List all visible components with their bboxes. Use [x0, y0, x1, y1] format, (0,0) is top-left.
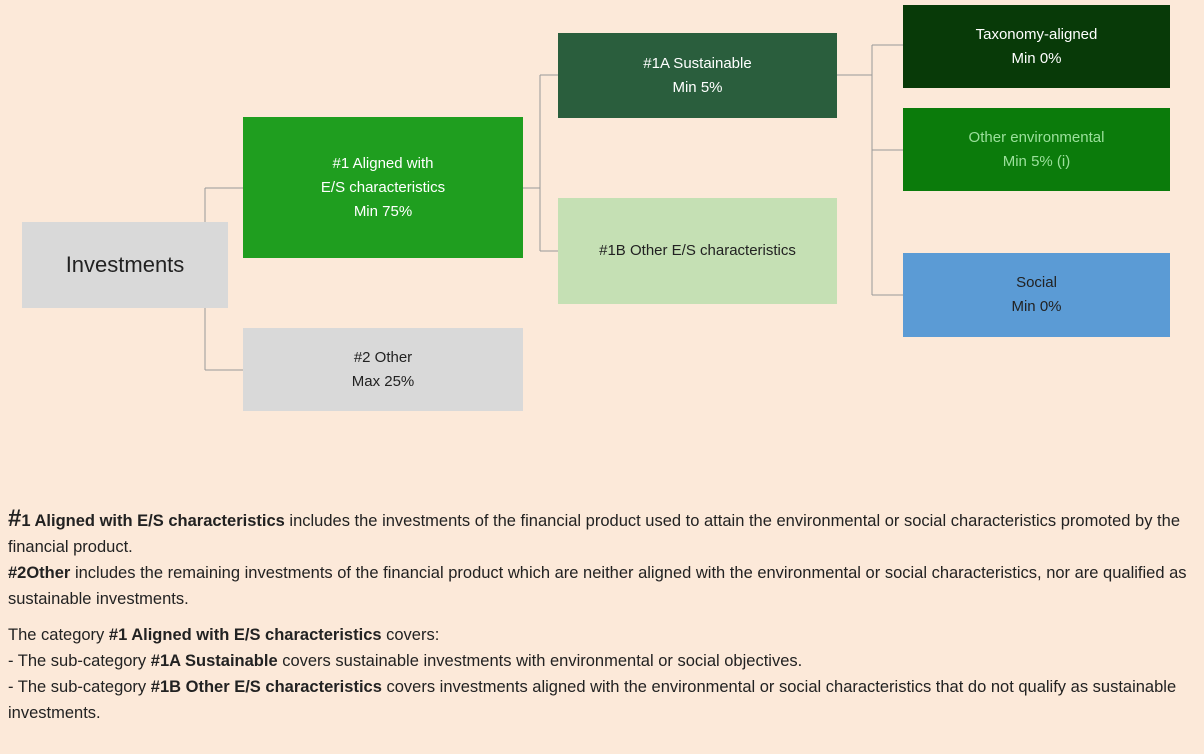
note-text: - The sub-category — [8, 678, 151, 696]
note-bold: #2Other — [8, 564, 71, 582]
node: Other environmental Min 5% (i) — [903, 108, 1170, 191]
note-paragraph: #1 Aligned with E/S characteristics incl… — [8, 506, 1198, 560]
note-paragraph: The category #1 Aligned with E/S charact… — [8, 622, 1198, 648]
note-text: includes the remaining investments of th… — [8, 564, 1187, 608]
node-label: Min 0% — [1011, 49, 1062, 67]
note-bold: #1 Aligned with E/S characteristics — [108, 626, 382, 644]
node-label: Max 25% — [351, 372, 415, 390]
note-paragraph: - The sub-category #1A Sustainable cover… — [8, 648, 1198, 674]
node-label: Min 75% — [353, 202, 413, 220]
note-bold: #1B Other E/S characteristics — [150, 678, 382, 696]
note-text: covers sustainable investments with envi… — [277, 652, 803, 670]
node: #1B Other E/S characteristics — [558, 198, 837, 304]
node-label: #1 Aligned with — [332, 154, 434, 172]
node: Social Min 0% — [903, 253, 1170, 337]
note-text: covers: — [381, 626, 440, 644]
node-label: #2 Other — [353, 348, 413, 366]
node-label: Min 5% — [672, 78, 723, 96]
node-label: Social — [1016, 274, 1057, 291]
node-label: Min 0% — [1011, 298, 1062, 315]
node: Taxonomy-aligned Min 0% — [903, 5, 1170, 88]
notes: #1 Aligned with E/S characteristics incl… — [8, 506, 1198, 726]
note-bold: #1A Sustainable — [150, 652, 278, 670]
node-label: Investments — [65, 252, 185, 277]
note-bold: 1 Aligned with E/S characteristics — [21, 512, 285, 530]
node-label: Other environmental — [968, 128, 1105, 146]
note-text: includes the investments of the financia… — [8, 512, 1180, 556]
note-paragraph: #2Other includes the remaining investmen… — [8, 560, 1198, 612]
node: Investments — [22, 222, 228, 308]
node-label: #1A Sustainable — [643, 54, 752, 72]
node: #2 Other Max 25% — [243, 328, 523, 411]
node: #1A Sustainable Min 5% — [558, 33, 837, 118]
note-bold: # — [8, 505, 22, 532]
note-text: covers investments aligned with the envi… — [8, 678, 1177, 722]
node-label: Min 5% (i) — [1002, 152, 1071, 170]
node-label: E/S characteristics — [320, 178, 446, 196]
note-text: The category — [8, 626, 109, 644]
node-label: #1B Other E/S characteristics — [599, 242, 796, 259]
note-text: - The sub-category — [8, 652, 151, 670]
note-paragraph: - The sub-category #1B Other E/S charact… — [8, 674, 1198, 726]
node-label: Taxonomy-aligned — [975, 25, 1098, 43]
node: #1 Aligned with E/S characteristics Min 75… — [243, 117, 523, 258]
